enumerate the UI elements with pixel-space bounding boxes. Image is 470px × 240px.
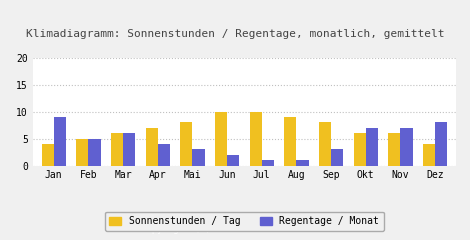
Bar [250,112,262,166]
Bar [297,160,308,166]
Bar [227,155,239,166]
Bar [111,133,123,166]
Bar [158,144,170,166]
Bar [262,160,274,166]
Bar [123,133,135,166]
Bar [192,149,204,166]
Legend: Sonnenstunden / Tag, Regentage / Monat: Sonnenstunden / Tag, Regentage / Monat [105,211,384,231]
Bar [284,117,297,166]
Bar [423,144,435,166]
Text: Copyright (C) 2010 sonnenlaender.de: Copyright (C) 2010 sonnenlaender.de [141,225,329,234]
Bar [76,138,88,166]
Text: Klimadiagramm: Sonnenstunden / Regentage, monatlich, gemittelt: Klimadiagramm: Sonnenstunden / Regentage… [26,29,444,39]
Bar [146,128,158,166]
Bar [41,144,54,166]
Bar [54,117,66,166]
Bar [180,122,192,166]
Bar [331,149,343,166]
Bar [319,122,331,166]
Bar [215,112,227,166]
Bar [88,138,101,166]
Bar [366,128,378,166]
Bar [400,128,413,166]
Text: Italien, San Corrado di Fuori: Italien, San Corrado di Fuori [77,0,393,2]
Bar [435,122,447,166]
Bar [388,133,400,166]
Bar [353,133,366,166]
